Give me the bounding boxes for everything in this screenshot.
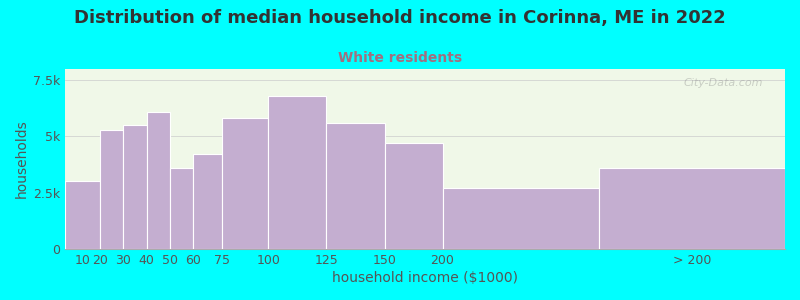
Bar — [123, 125, 146, 249]
Text: City-Data.com: City-Data.com — [684, 78, 763, 88]
Bar — [222, 118, 269, 249]
Text: White residents: White residents — [338, 51, 462, 65]
Bar — [146, 112, 170, 249]
Bar — [170, 168, 193, 249]
Bar — [442, 188, 599, 249]
Bar — [193, 154, 222, 249]
X-axis label: household income ($1000): household income ($1000) — [332, 271, 518, 285]
Bar — [66, 182, 100, 249]
Text: Distribution of median household income in Corinna, ME in 2022: Distribution of median household income … — [74, 9, 726, 27]
Y-axis label: households: households — [15, 120, 29, 198]
Bar — [326, 123, 385, 249]
Bar — [100, 130, 123, 249]
Bar — [269, 96, 326, 249]
Bar — [385, 143, 442, 249]
Bar — [599, 168, 785, 249]
